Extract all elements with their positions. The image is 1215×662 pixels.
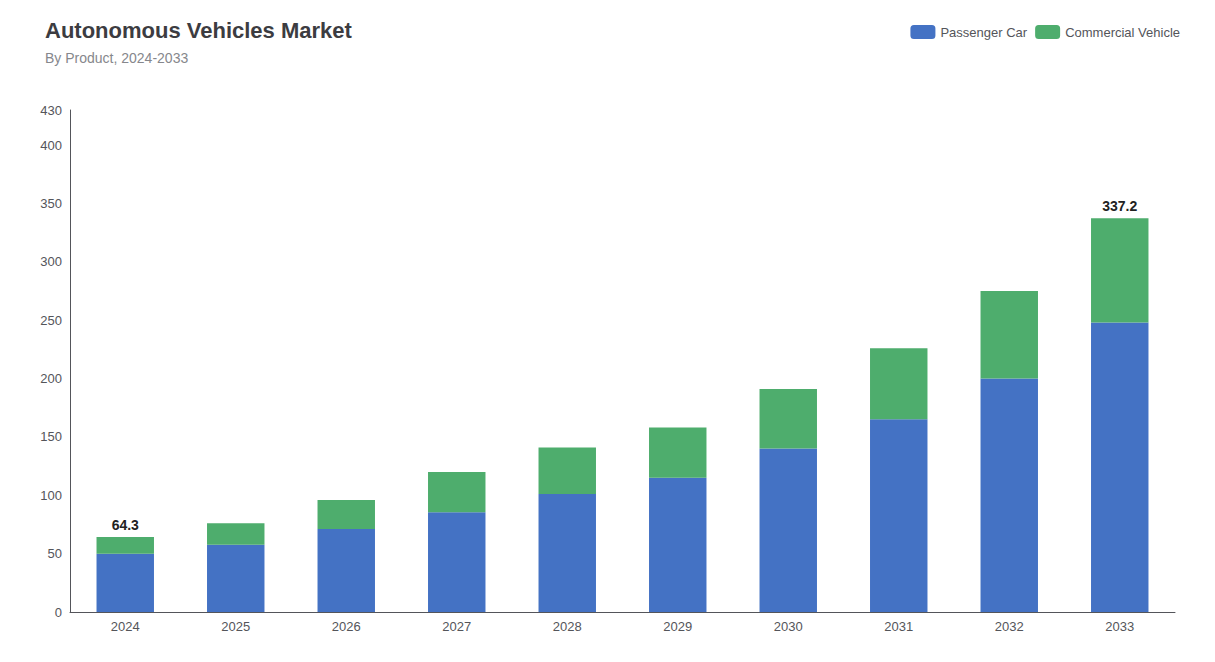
svg-text:100: 100 — [40, 488, 62, 503]
svg-text:2026: 2026 — [332, 619, 361, 634]
svg-text:2024: 2024 — [111, 619, 140, 634]
svg-text:200: 200 — [40, 371, 62, 386]
svg-text:64.3: 64.3 — [112, 517, 139, 533]
svg-text:2032: 2032 — [995, 619, 1024, 634]
svg-text:2028: 2028 — [553, 619, 582, 634]
svg-text:400: 400 — [40, 138, 62, 153]
svg-text:2033: 2033 — [1105, 619, 1134, 634]
svg-text:By Product, 2024-2033: By Product, 2024-2033 — [45, 50, 188, 66]
svg-text:50: 50 — [48, 546, 62, 561]
svg-text:0: 0 — [55, 605, 62, 620]
svg-text:2029: 2029 — [663, 619, 692, 634]
svg-text:430: 430 — [40, 103, 62, 118]
svg-text:2031: 2031 — [884, 619, 913, 634]
svg-text:Autonomous Vehicles Market: Autonomous Vehicles Market — [45, 18, 353, 43]
svg-text:150: 150 — [40, 429, 62, 444]
svg-text:Passenger Car: Passenger Car — [940, 25, 1027, 40]
svg-text:2025: 2025 — [221, 619, 250, 634]
svg-text:350: 350 — [40, 196, 62, 211]
svg-text:337.2: 337.2 — [1102, 198, 1137, 214]
svg-text:Commercial Vehicle: Commercial Vehicle — [1065, 25, 1180, 40]
svg-text:2030: 2030 — [774, 619, 803, 634]
svg-text:2027: 2027 — [442, 619, 471, 634]
svg-text:250: 250 — [40, 313, 62, 328]
svg-text:300: 300 — [40, 254, 62, 269]
